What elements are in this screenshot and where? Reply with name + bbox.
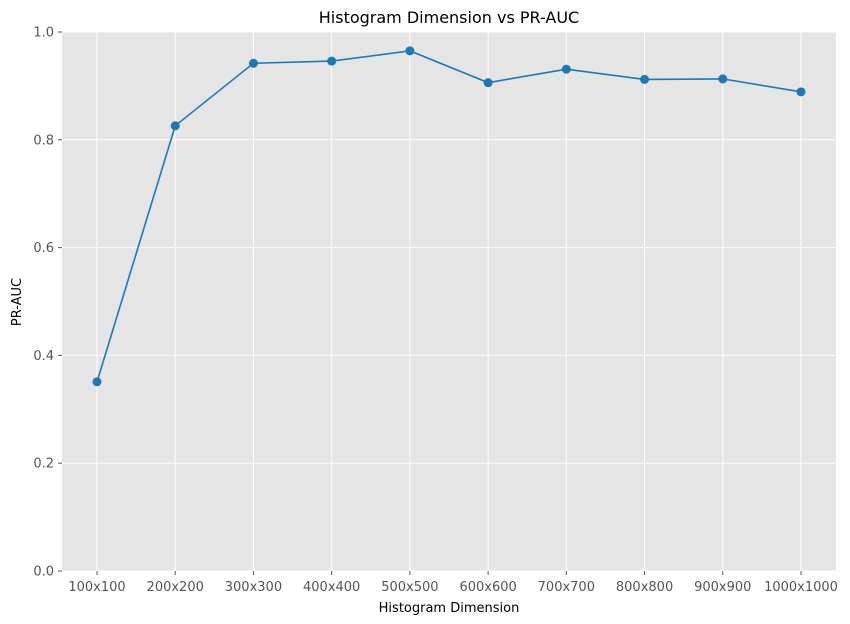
data-point-700x700 <box>562 65 571 74</box>
y-axis-ticks: 0.0 0.2 0.4 0.6 0.8 1.0 <box>33 26 62 580</box>
x-tick-label: 800x800 <box>616 580 673 595</box>
x-tick-label: 100x100 <box>68 580 125 595</box>
data-point-600x600 <box>484 78 493 87</box>
y-tick-label: 1.0 <box>33 26 54 41</box>
data-point-400x400 <box>327 57 336 66</box>
data-point-200x200 <box>171 121 180 130</box>
y-tick-label: 0.6 <box>33 241 54 256</box>
x-tick-label: 400x400 <box>303 580 360 595</box>
data-point-300x300 <box>249 59 258 68</box>
y-axis-label: PR-AUC <box>10 278 25 326</box>
x-tick-label: 200x200 <box>147 580 204 595</box>
x-tick-label: 1000x1000 <box>764 580 838 595</box>
data-point-100x100 <box>93 377 102 386</box>
x-tick-label: 700x700 <box>538 580 595 595</box>
x-axis-ticks: 100x100 200x200 300x300 400x400 500x500 600x6… <box>68 571 838 595</box>
x-tick-label: 600x600 <box>459 580 516 595</box>
x-tick-label: 300x300 <box>225 580 282 595</box>
data-point-1000x1000 <box>797 87 806 96</box>
x-tick-label: 500x500 <box>381 580 438 595</box>
chart-title: Histogram Dimension vs PR-AUC <box>319 8 579 27</box>
data-point-900x900 <box>718 74 727 83</box>
data-point-500x500 <box>405 46 414 55</box>
y-tick-label: 0.8 <box>33 133 54 148</box>
data-point-800x800 <box>640 75 649 84</box>
x-axis-label: Histogram Dimension <box>379 601 520 616</box>
plot-area <box>62 32 836 571</box>
y-tick-label: 0.2 <box>33 457 54 472</box>
x-tick-label: 900x900 <box>694 580 751 595</box>
y-tick-label: 0.0 <box>33 565 54 580</box>
y-tick-label: 0.4 <box>33 349 54 364</box>
